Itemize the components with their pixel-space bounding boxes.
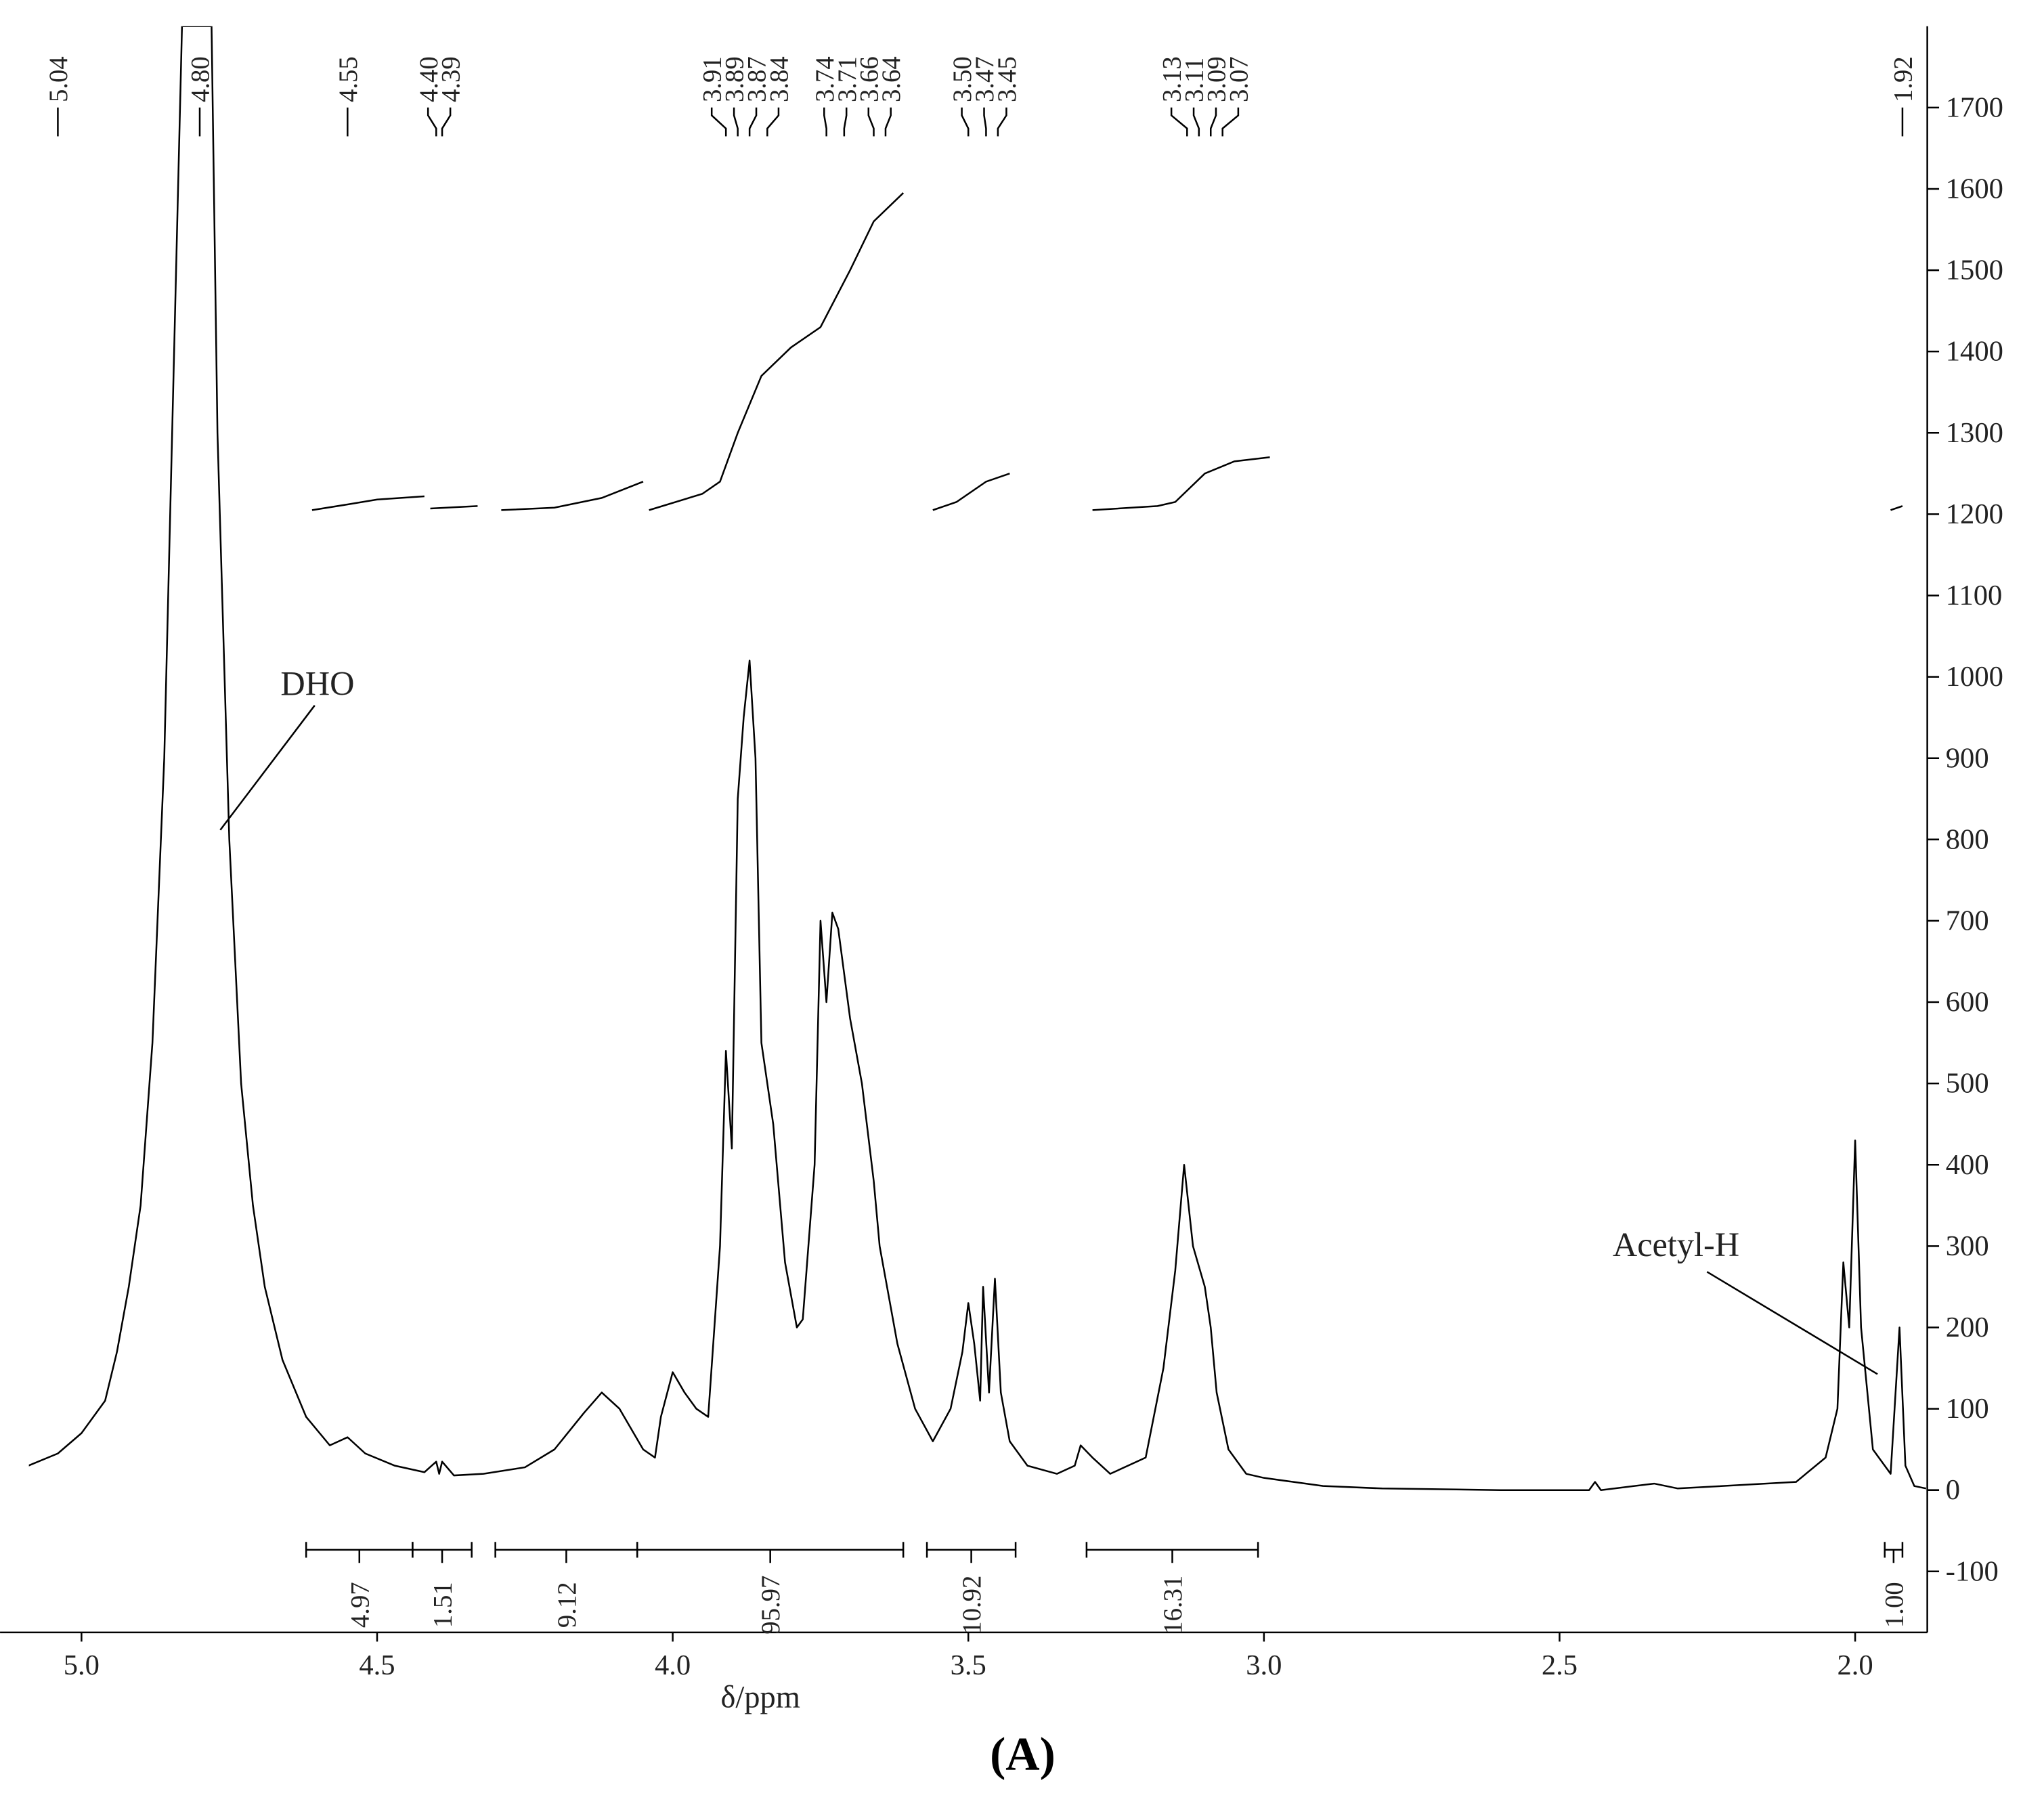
integral-label: 16.31 <box>1158 1576 1188 1635</box>
spectrum-line <box>28 26 1927 1491</box>
x-tick-label: 3.5 <box>951 1649 986 1681</box>
integral-label: 95.97 <box>756 1576 785 1635</box>
y-tick-label: 500 <box>1946 1068 1989 1100</box>
peak-label: 1.92 <box>1888 56 1917 102</box>
integral-label: 1.00 <box>1879 1582 1909 1628</box>
peak-label: 4.55 <box>334 56 363 102</box>
y-tick-label: 1200 <box>1946 498 2003 530</box>
peak-leader <box>733 107 739 137</box>
y-tick-label: 900 <box>1946 742 1989 774</box>
peak-label: 3.09 <box>1202 56 1232 102</box>
integral-label: 4.97 <box>345 1582 374 1628</box>
integral-curve <box>501 481 644 511</box>
peak-label: 4.40 <box>414 56 443 102</box>
peak-leader <box>1209 107 1217 137</box>
y-tick-label: 700 <box>1946 905 1989 936</box>
integral-label: 1.51 <box>429 1582 458 1628</box>
integral-curve <box>932 473 1010 511</box>
integral-curve <box>1890 505 1903 511</box>
peak-leader <box>997 107 1007 137</box>
y-tick-label: 400 <box>1946 1149 1989 1181</box>
peak-leader <box>1221 107 1240 137</box>
x-axis-label: δ/ppm <box>720 1680 800 1714</box>
peak-label: 3.71 <box>833 56 862 102</box>
x-tick-label: 3.0 <box>1246 1649 1282 1681</box>
y-tick-label: 1500 <box>1946 255 2003 286</box>
annotation: DHO <box>280 664 354 702</box>
x-tick-label: 4.0 <box>655 1649 691 1681</box>
peak-leader <box>766 107 780 137</box>
y-tick-label: 200 <box>1946 1312 1989 1343</box>
annotation-leader <box>219 705 316 831</box>
y-tick-label: 300 <box>1946 1230 1989 1262</box>
peak-leader <box>823 107 827 137</box>
peak-leader <box>961 107 970 137</box>
x-tick-label: 2.0 <box>1837 1649 1873 1681</box>
peak-leader <box>441 107 452 137</box>
peak-leader <box>1192 107 1200 137</box>
y-tick-label: 600 <box>1946 987 1989 1018</box>
peak-label: 3.66 <box>854 56 884 102</box>
peak-label: 3.87 <box>743 56 772 102</box>
integral-curve <box>1092 456 1270 511</box>
peak-leader <box>843 107 848 137</box>
y-tick-label: 1000 <box>1946 661 2003 693</box>
integral-curve <box>311 495 425 511</box>
peak-leader <box>710 107 727 137</box>
y-tick-label: -100 <box>1946 1555 1999 1587</box>
peak-leader <box>867 107 875 137</box>
peak-label: 5.04 <box>44 56 73 102</box>
peak-label: 3.64 <box>877 56 906 102</box>
peak-label: 3.47 <box>970 56 999 102</box>
peak-label: 3.13 <box>1158 56 1187 102</box>
peak-label: 3.07 <box>1224 56 1253 102</box>
peak-leader <box>983 107 987 137</box>
peak-label: 4.80 <box>186 56 215 102</box>
y-tick-label: 1400 <box>1946 336 2003 368</box>
peak-label: 3.50 <box>948 56 977 102</box>
integral-curve <box>649 192 905 511</box>
x-tick-label: 2.5 <box>1542 1649 1578 1681</box>
annotation: Acetyl-H <box>1613 1226 1739 1263</box>
peak-leader <box>1170 107 1188 137</box>
y-tick-label: 1600 <box>1946 173 2003 205</box>
y-tick-label: 0 <box>1946 1474 1960 1506</box>
y-tick-label: 1700 <box>1946 91 2003 123</box>
peak-leader <box>884 107 892 137</box>
y-tick-label: 800 <box>1946 823 1989 855</box>
peak-label: 3.84 <box>765 56 794 102</box>
annotation-leader <box>1706 1271 1878 1375</box>
peak-label: 3.11 <box>1180 58 1209 102</box>
integral-curve <box>430 505 478 510</box>
y-tick-label: 100 <box>1946 1393 1989 1425</box>
peak-label: 3.74 <box>810 56 840 102</box>
peak-label: 4.39 <box>437 56 466 102</box>
peak-label: 3.91 <box>698 56 727 102</box>
peak-leader <box>748 107 758 137</box>
caption: (A) <box>990 1729 1056 1781</box>
x-tick-label: 4.5 <box>359 1649 395 1681</box>
integral-label: 10.92 <box>957 1576 986 1635</box>
peak-label: 3.89 <box>720 56 749 102</box>
y-tick-label: 1100 <box>1946 580 2003 611</box>
peak-leader <box>427 107 437 137</box>
integral-label: 9.12 <box>552 1582 582 1628</box>
y-tick-label: 1300 <box>1946 417 2003 449</box>
peak-label: 3.45 <box>993 56 1022 102</box>
x-tick-label: 5.0 <box>64 1649 100 1681</box>
